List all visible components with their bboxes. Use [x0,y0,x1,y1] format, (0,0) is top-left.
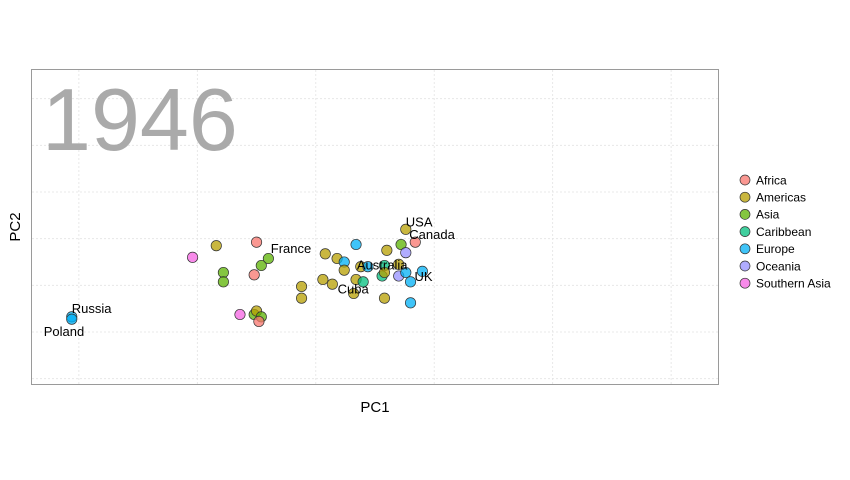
data-point-europe [350,238,362,251]
data-point-europe [400,266,412,279]
data-point-americas [317,273,329,286]
legend-label: Asia [756,208,780,222]
data-point-americas [400,223,412,235]
data-point-americas [296,292,308,304]
data-point-americas [210,240,222,252]
point-label-france: France [271,241,311,256]
data-point-southern-asia [234,308,246,321]
point-label-russia: Russia [72,301,113,316]
data-point-asia [217,276,229,288]
legend-key [739,226,751,237]
data-point-europe [404,276,417,288]
data-point-americas [348,287,360,300]
legend-label: Europe [756,242,795,256]
y-axis-title: PC2 [7,212,24,241]
point-label-usa: USA [406,214,433,229]
data-point-europe [66,313,78,325]
legend-label: Americas [756,191,806,205]
point-label-australia: Australia [357,258,408,273]
data-point-americas [393,258,405,270]
data-point-caribbean [357,276,369,288]
data-point-southern-asia [187,251,199,263]
point-label-uk: UK [415,269,433,284]
gridlines [32,70,718,384]
data-point-europe [416,265,428,277]
data-point-asia [262,252,274,265]
data-point-africa [251,236,263,248]
legend-key [739,209,751,220]
data-point-americas [378,292,391,304]
data-points [66,223,428,328]
point-label-cuba: Cuba [338,282,370,297]
data-point-americas [319,248,331,260]
data-point-americas [338,264,350,276]
legend-label: Oceania [756,259,801,273]
data-point-americas [378,266,391,279]
legend-key [739,260,751,272]
data-point-asia [255,259,267,272]
x-axis-title: PC1 [360,399,389,416]
point-labels: Russia Poland France Cuba Australia USA UK Cana… [44,214,456,339]
legend-key [739,243,751,255]
data-point-asia [395,238,407,251]
data-point-americas [326,278,338,290]
legend-key [739,174,751,186]
year-label: 1946 [42,70,238,169]
data-point-africa [409,236,421,248]
legend-key [739,191,751,203]
legend-label: Southern Asia [756,277,831,291]
data-point-americas [381,244,393,256]
data-point-europe [362,261,374,273]
legend-key [739,277,751,289]
data-point-oceania [400,247,412,259]
legend-label: Caribbean [756,225,811,239]
data-point-africa [248,269,260,281]
legend: Africa Americas Asia Caribbean Europe Oceania… [739,173,831,291]
data-point-americas [296,280,308,293]
data-point-asia [217,266,229,279]
point-label-poland: Poland [44,324,84,339]
point-label-canada: Canada [409,227,455,242]
data-point-europe [404,297,417,309]
legend-label: Africa [756,173,787,187]
data-point-africa [253,315,265,328]
